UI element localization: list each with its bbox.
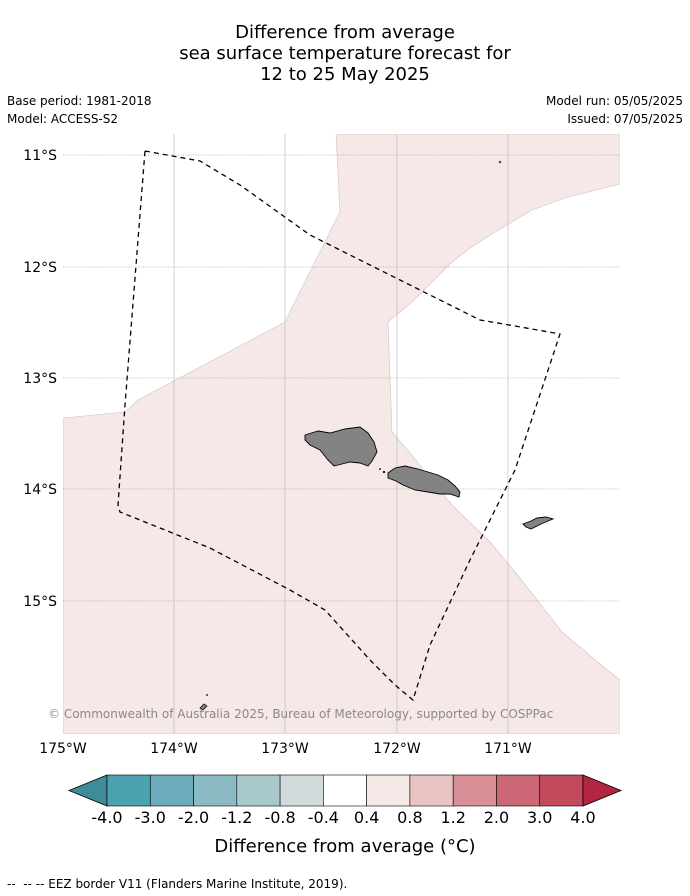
- colorbar-segment: [236, 774, 281, 807]
- colorbar-segment: [366, 774, 411, 807]
- lat-label-11s: 11°S: [23, 148, 57, 164]
- colorbar-tick-labels: -4.0 -3.0 -2.0 -1.2 -0.8 -0.4 0.4 0.8 1.2 2.0 3.0 4…: [91, 808, 595, 827]
- colorbar-tick-label: -4.0: [91, 808, 122, 827]
- latitude-gridlines: [63, 154, 620, 602]
- colorbar-tick-label: 2.0: [484, 808, 509, 827]
- colorbar-tick-label: 0.8: [397, 808, 422, 827]
- model-name: Model: ACCESS-S2: [7, 112, 119, 126]
- colorbar-extend-high: [582, 774, 623, 807]
- title-line-3: 12 to 25 May 2025: [260, 64, 430, 85]
- colorbar-segment: [149, 774, 194, 807]
- copyright-text: © Commonwealth of Australia 2025, Bureau…: [48, 707, 553, 721]
- map-title: Difference from average sea surface temp…: [0, 22, 690, 85]
- lon-label-175w: 175°W: [39, 741, 87, 757]
- apolima-island: [379, 468, 381, 470]
- colorbar-tick-label: -1.2: [221, 808, 252, 827]
- colorbar-title: Difference from average (°C): [214, 836, 475, 857]
- colorbar-tick-label: 1.2: [440, 808, 465, 827]
- lon-label-172w: 172°W: [373, 741, 421, 757]
- eez-legend-text: -- EEZ border V11 (Flanders Marine Insti…: [35, 877, 348, 891]
- colorbar-tick-label: -0.8: [264, 808, 295, 827]
- tutuila-island: [522, 516, 555, 530]
- colorbar-tick-label: 0.4: [354, 808, 379, 827]
- swains-island: [498, 160, 502, 164]
- eez-legend: -- -- -- EEZ border V11 (Flanders Marine…: [7, 877, 347, 891]
- longitude-gridlines: [173, 134, 509, 734]
- manono-island: [382, 470, 386, 474]
- colorbar-segment: [409, 774, 454, 807]
- upolu-island: [387, 465, 461, 498]
- colorbar-segment: [106, 774, 151, 807]
- issued-date: Issued: 07/05/2025: [567, 112, 683, 126]
- wallis-islet: [205, 693, 209, 697]
- colorbar-segment: [496, 774, 541, 807]
- latitude-labels: 11°S 12°S 13°S 14°S 15°S: [23, 148, 57, 610]
- title-line-1: Difference from average: [235, 22, 455, 43]
- lat-label-14s: 14°S: [23, 482, 57, 498]
- lon-label-173w: 173°W: [261, 741, 309, 757]
- lon-label-171w: 171°W: [484, 741, 532, 757]
- colorbar-tick-label: 3.0: [527, 808, 552, 827]
- lon-label-174w: 174°W: [150, 741, 198, 757]
- savaii-island: [304, 426, 378, 467]
- lat-label-12s: 12°S: [23, 260, 57, 276]
- title-line-2: sea surface temperature forecast for: [179, 43, 511, 64]
- longitude-labels: 175°W 174°W 173°W 172°W 171°W: [39, 741, 532, 757]
- colorbar-segment: [193, 774, 238, 807]
- eez-legend-symbol: -- --: [7, 877, 36, 891]
- colorbar-tick-label: -3.0: [135, 808, 166, 827]
- wallis-island: [199, 703, 208, 711]
- colorbar-tick-label: -0.4: [308, 808, 339, 827]
- base-period: Base period: 1981-2018: [7, 94, 152, 108]
- colorbar-tick-label: 4.0: [570, 808, 595, 827]
- colorbar-segment: [539, 774, 584, 807]
- map-panel: [63, 134, 620, 734]
- colorbar-tick-label: -2.0: [178, 808, 209, 827]
- lat-label-15s: 15°S: [23, 594, 57, 610]
- model-run: Model run: 05/05/2025: [545, 94, 683, 108]
- lat-label-13s: 13°S: [23, 371, 57, 387]
- colorbar: [67, 774, 623, 807]
- colorbar-segment: [279, 774, 324, 807]
- eez-border: [117, 150, 561, 702]
- colorbar-segment: [452, 774, 497, 807]
- colorbar-extend-low: [67, 774, 108, 807]
- colorbar-segment: [323, 774, 367, 807]
